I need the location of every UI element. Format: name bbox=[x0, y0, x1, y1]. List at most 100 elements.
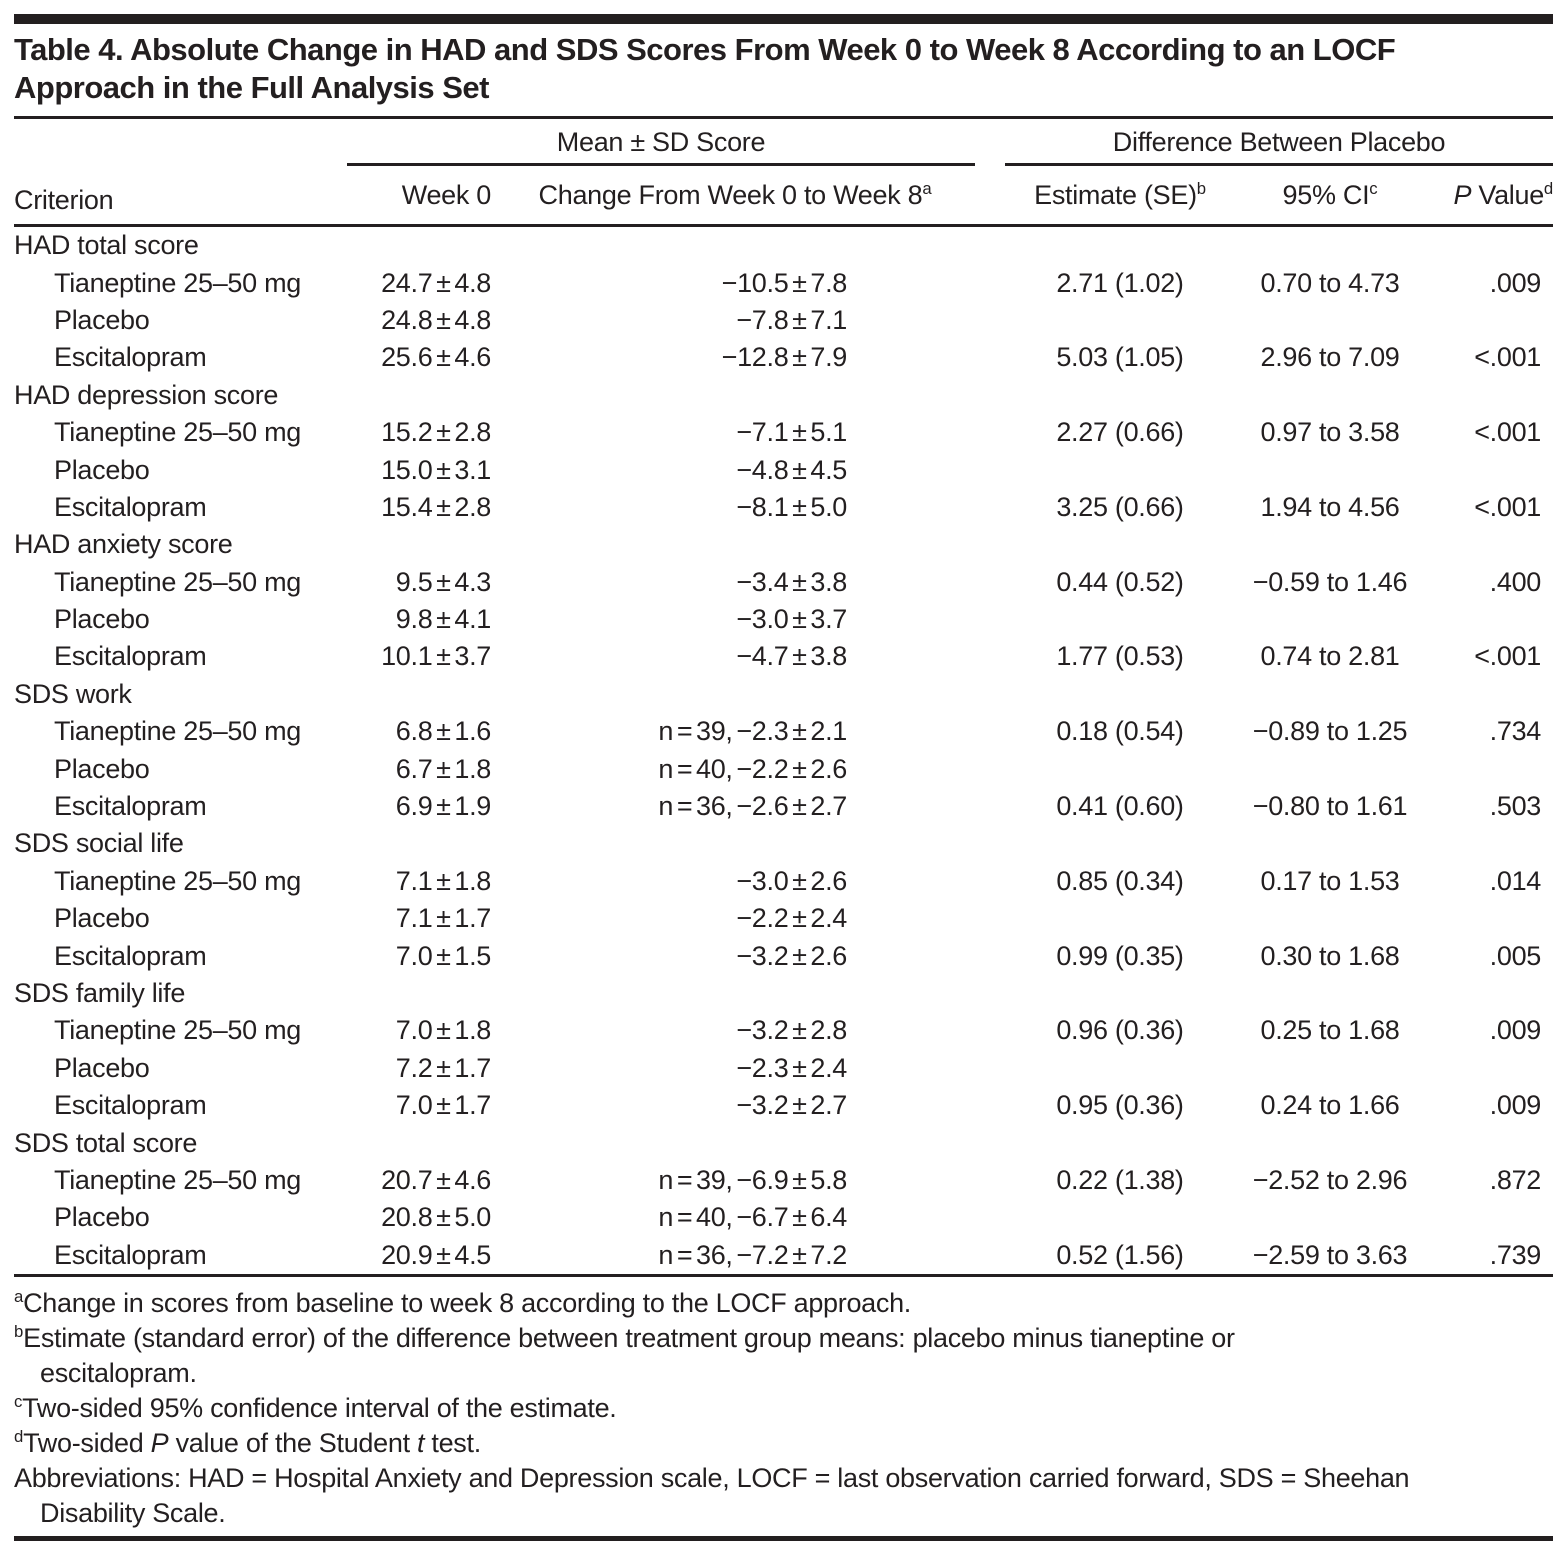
section-header-row: SDS family life bbox=[14, 975, 1553, 1012]
estimate-cell: 2.27 (0.66) bbox=[1056, 417, 1184, 448]
table-row: Escitalopram 7.0 ± 1.7 −3.2 ± 2.7 0.95 (0.3… bbox=[14, 1087, 1553, 1124]
criterion-cell: Placebo bbox=[54, 604, 150, 635]
footnote-marker-a: a bbox=[922, 178, 932, 198]
criterion-cell: Escitalopram bbox=[54, 641, 207, 672]
abbreviations-line1: Abbreviations: HAD = Hospital Anxiety an… bbox=[14, 1462, 1410, 1493]
estimate-cell: 0.99 (0.35) bbox=[1056, 940, 1184, 971]
change-cell: n = 36, −7.2 ± 7.2 bbox=[658, 1239, 847, 1270]
week0-cell: 15.2 ± 2.8 bbox=[381, 417, 491, 448]
criterion-cell: Escitalopram bbox=[54, 940, 207, 971]
estimate-cell: 1.77 (0.53) bbox=[1056, 641, 1184, 672]
pvalue-cell: .739 bbox=[1489, 1239, 1542, 1270]
table-row: Tianeptine 25–50 mg 15.2 ± 2.8 −7.1 ± 5.1 2… bbox=[14, 414, 1553, 451]
footnote-d-italic-t: t bbox=[416, 1427, 425, 1458]
week0-cell: 15.4 ± 2.8 bbox=[381, 491, 491, 522]
estimate-cell bbox=[975, 451, 1235, 488]
footnote-d-text1: Two-sided bbox=[23, 1427, 151, 1458]
ci-cell: −2.52 to 2.96 bbox=[1252, 1164, 1408, 1195]
pvalue-cell: <.001 bbox=[1474, 491, 1542, 522]
criterion-cell: Tianeptine 25–50 mg bbox=[54, 716, 301, 747]
change-cell: n = 40, −2.2 ± 2.6 bbox=[658, 753, 847, 784]
section-header-row: HAD depression score bbox=[14, 377, 1553, 414]
change-header-text: Change From Week 0 to Week 8 bbox=[538, 179, 923, 210]
ci-cell: 0.17 to 1.53 bbox=[1260, 865, 1400, 896]
pvalue-cell bbox=[1425, 1199, 1553, 1236]
footnote-marker-d: d bbox=[1543, 178, 1554, 198]
section-label: SDS social life bbox=[14, 828, 184, 859]
pvalue-cell: .503 bbox=[1489, 791, 1542, 822]
ci-cell bbox=[1235, 750, 1425, 787]
pvalue-cell bbox=[1425, 900, 1553, 937]
pvalue-cell: .005 bbox=[1489, 940, 1542, 971]
section-label: HAD anxiety score bbox=[14, 529, 233, 560]
table-header: Mean ± SD Score Difference Between Place… bbox=[14, 119, 1554, 227]
table-row: Placebo 6.7 ± 1.8 n = 40, −2.2 ± 2.6 bbox=[14, 750, 1553, 787]
week0-cell: 6.7 ± 1.8 bbox=[395, 753, 492, 784]
week0-cell: 10.1 ± 3.7 bbox=[381, 641, 491, 672]
criterion-cell: Placebo bbox=[54, 1202, 150, 1233]
pvalue-cell: .009 bbox=[1489, 267, 1542, 298]
change-cell: −3.2 ± 2.8 bbox=[736, 1015, 847, 1046]
section-header-row: HAD total score bbox=[14, 226, 1553, 265]
table-row: Placebo 15.0 ± 3.1 −4.8 ± 4.5 bbox=[14, 451, 1553, 488]
change-cell: −8.1 ± 5.0 bbox=[736, 491, 847, 522]
estimate-cell: 0.41 (0.60) bbox=[1056, 791, 1184, 822]
footnotes: aChange in scores from baseline to week … bbox=[14, 1286, 1553, 1531]
pvalue-cell: .009 bbox=[1489, 1090, 1542, 1121]
ci-cell bbox=[1235, 1199, 1425, 1236]
pvalue-cell: <.001 bbox=[1474, 641, 1542, 672]
pvalue-cell: <.001 bbox=[1474, 342, 1542, 373]
estimate-cell: 0.95 (0.36) bbox=[1056, 1090, 1184, 1121]
criterion-cell: Tianeptine 25–50 mg bbox=[54, 1164, 301, 1195]
week0-cell: 20.7 ± 4.6 bbox=[381, 1164, 491, 1195]
ci-cell bbox=[1235, 451, 1425, 488]
change-cell: −4.8 ± 4.5 bbox=[736, 454, 847, 485]
ci-cell: 0.97 to 3.58 bbox=[1260, 417, 1400, 448]
section-label: SDS family life bbox=[14, 978, 186, 1008]
ci-cell bbox=[1235, 302, 1425, 339]
footnote-d: dTwo-sided P value of the Student t test… bbox=[14, 1426, 1553, 1461]
pvalue-cell bbox=[1425, 601, 1553, 638]
table-title-line2: Approach in the Full Analysis Set bbox=[14, 70, 490, 105]
week0-cell: 20.9 ± 4.5 bbox=[381, 1239, 491, 1270]
criterion-cell: Placebo bbox=[54, 304, 150, 335]
estimate-cell: 3.25 (0.66) bbox=[1056, 491, 1184, 522]
table-row: Tianeptine 25–50 mg 24.7 ± 4.8 −10.5 ± 7.8… bbox=[14, 264, 1553, 301]
week0-cell: 9.8 ± 4.1 bbox=[395, 604, 492, 635]
week0-cell: 7.0 ± 1.7 bbox=[395, 1090, 492, 1121]
week0-cell: 24.8 ± 4.8 bbox=[381, 304, 491, 335]
pvalue-cell: .009 bbox=[1489, 1015, 1542, 1046]
footnote-marker-b: b bbox=[1196, 178, 1206, 198]
criterion-cell: Tianeptine 25–50 mg bbox=[54, 566, 301, 597]
footnote-d-text2: value of the Student bbox=[168, 1427, 417, 1458]
pvalue-cell: .014 bbox=[1489, 865, 1542, 896]
criterion-cell: Tianeptine 25–50 mg bbox=[54, 267, 301, 298]
table-row: Placebo 7.2 ± 1.7 −2.3 ± 2.4 bbox=[14, 1050, 1553, 1087]
table-row: Escitalopram 25.6 ± 4.6 −12.8 ± 7.9 5.03 (1… bbox=[14, 339, 1553, 376]
estimate-cell bbox=[975, 302, 1235, 339]
criterion-cell: Escitalopram bbox=[54, 1239, 207, 1270]
change-cell: −3.2 ± 2.7 bbox=[736, 1090, 847, 1121]
difference-group-label: Difference Between Placebo bbox=[1005, 127, 1554, 166]
table-row: Placebo 24.8 ± 4.8 −7.8 ± 7.1 bbox=[14, 302, 1553, 339]
table-row: Tianeptine 25–50 mg 7.0 ± 1.8 −3.2 ± 2.8 0.… bbox=[14, 1012, 1553, 1049]
pvalue-header-text: Value bbox=[1471, 179, 1544, 210]
ci-cell: 1.94 to 4.56 bbox=[1260, 491, 1400, 522]
week0-cell: 6.9 ± 1.9 bbox=[395, 791, 492, 822]
estimate-cell: 0.96 (0.36) bbox=[1056, 1015, 1184, 1046]
estimate-header-text: Estimate (SE) bbox=[1034, 179, 1197, 210]
footnote-marker-c: c bbox=[1369, 178, 1378, 198]
table-title: Table 4. Absolute Change in HAD and SDS … bbox=[14, 31, 1553, 107]
ci-cell: 0.25 to 1.68 bbox=[1260, 1015, 1400, 1046]
title-rule bbox=[14, 116, 1553, 119]
column-header-row: Criterion Week 0 Change From Week 0 to W… bbox=[14, 166, 1554, 227]
change-cell: n = 39, −6.9 ± 5.8 bbox=[658, 1164, 847, 1195]
ci-cell: −0.89 to 1.25 bbox=[1252, 716, 1408, 747]
bottom-rule bbox=[14, 1535, 1553, 1541]
change-cell: −12.8 ± 7.9 bbox=[721, 342, 848, 373]
change-cell: n = 39, −2.3 ± 2.1 bbox=[658, 716, 847, 747]
estimate-cell bbox=[975, 601, 1235, 638]
footnote-a-text: Change in scores from baseline to week 8… bbox=[23, 1287, 912, 1318]
ci-cell: −0.80 to 1.61 bbox=[1252, 791, 1408, 822]
week0-cell: 7.0 ± 1.8 bbox=[395, 1015, 492, 1046]
